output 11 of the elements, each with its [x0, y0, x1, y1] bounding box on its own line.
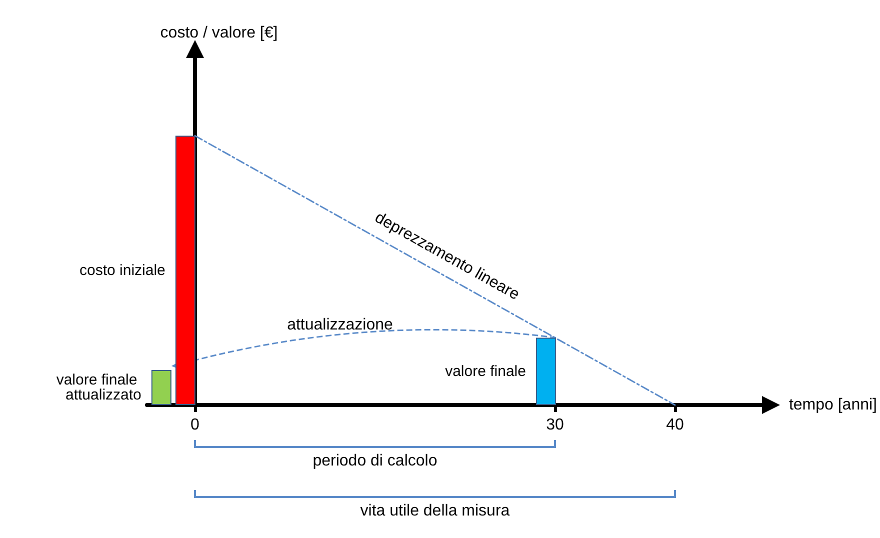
series-label: costo iniziale: [80, 262, 166, 279]
text: costo / valore [€]: [160, 24, 278, 42]
text: vita utile della misura: [360, 502, 510, 520]
x-tick-label: 0: [190, 416, 200, 434]
x-tick-label: 40: [666, 416, 684, 434]
series-label: valore finale attualizzato: [56, 372, 142, 404]
x-axis-title: tempo [anni]: [788, 396, 878, 414]
text: periodo di calcolo: [312, 452, 438, 470]
annotation: attualizzazione: [287, 316, 394, 334]
series-label: valore finale: [445, 362, 526, 380]
x-tick-label: 30: [546, 416, 564, 434]
